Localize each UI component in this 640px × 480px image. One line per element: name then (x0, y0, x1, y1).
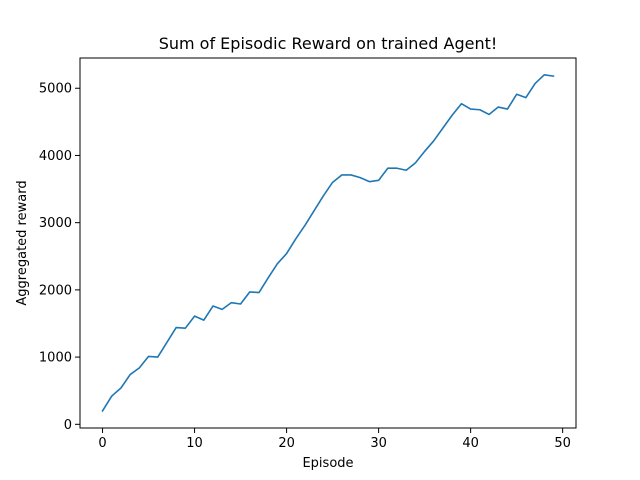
x-tick-label: 50 (554, 436, 571, 451)
series-layer (101, 74, 555, 412)
x-tick-label: 0 (98, 436, 106, 451)
y-tick-label: 1000 (39, 351, 72, 366)
x-axis-label: Episode (302, 456, 353, 471)
x-tick-label: 10 (186, 436, 203, 451)
x-tick-label: 30 (370, 436, 387, 451)
x-tick-label: 40 (462, 436, 479, 451)
y-tick-label: 5000 (39, 82, 72, 97)
x-axis-ticks: 0 10 20 30 40 50 (98, 428, 571, 451)
y-axis-ticks: 0 1000 2000 3000 4000 5000 (39, 82, 80, 433)
y-tick-label: 0 (64, 418, 72, 433)
chart-title: Sum of Episodic Reward on trained Agent! (159, 34, 498, 53)
y-tick-label: 4000 (39, 149, 72, 164)
x-tick-label: 20 (278, 436, 295, 451)
series-line (101, 74, 555, 412)
y-tick-label: 3000 (39, 216, 72, 231)
y-tick-label: 2000 (39, 283, 72, 298)
plot-frame (79, 57, 577, 429)
y-axis-label: Aggregated reward (15, 180, 30, 305)
